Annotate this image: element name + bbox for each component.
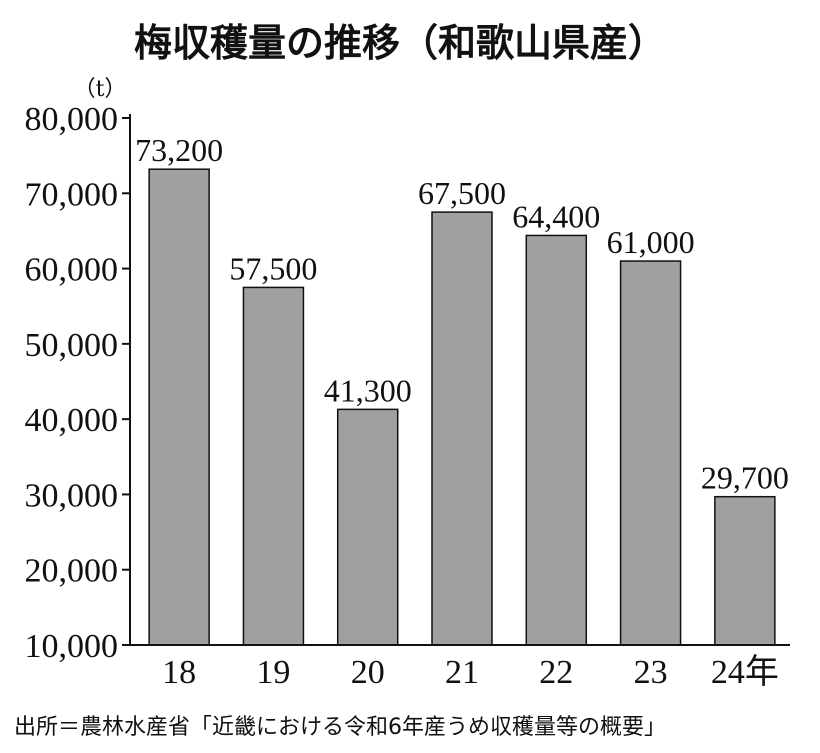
chart-title: 梅収穫量の推移（和歌山県産）	[134, 21, 666, 65]
bar-value-label: 61,000	[607, 224, 695, 260]
bar-value-label: 67,500	[418, 175, 506, 211]
bar	[525, 234, 588, 646]
x-tick-label: 20	[351, 654, 385, 691]
bar-value-label: 64,400	[512, 198, 600, 234]
bar-value-label: 41,300	[324, 372, 412, 408]
bar	[714, 495, 776, 646]
y-tick-label: 70,000	[25, 176, 119, 213]
y-tick-label: 10,000	[25, 628, 119, 665]
y-tick-label: 80,000	[25, 101, 119, 138]
y-tick-label: 30,000	[25, 477, 119, 514]
y-tick-label: 60,000	[25, 252, 119, 289]
y-tick-label: 50,000	[25, 327, 119, 364]
source-note: 出所＝農林水産省「近畿における令和6年産うめ収穫量等の概要」	[14, 715, 666, 740]
bar	[619, 260, 682, 646]
bar-value-label: 29,700	[701, 460, 789, 496]
bar-value-label: 73,200	[135, 132, 223, 168]
y-tick-label: 20,000	[25, 553, 119, 590]
bar-value-label: 57,500	[229, 250, 317, 286]
x-tick-label: 23	[634, 654, 668, 691]
x-tick-label: 21	[445, 654, 479, 691]
bar	[242, 286, 305, 646]
x-tick-label: 18	[162, 654, 196, 691]
bars-group	[148, 168, 776, 646]
bar	[431, 211, 493, 646]
x-tick-label: 19	[256, 654, 290, 691]
x-axis-ticks: 18 19 20 21 22 23 24年	[162, 653, 779, 691]
x-tick-label: 22	[539, 654, 573, 691]
bar	[336, 408, 399, 646]
y-axis-ticks: 10,000 20,000 30,000 40,000 50,000 60,000 70,0…	[25, 101, 130, 665]
bar	[148, 168, 210, 646]
x-tick-label: 24年	[711, 653, 779, 691]
y-tick-label: 40,000	[25, 402, 119, 439]
y-unit-label: （t）	[74, 77, 127, 102]
